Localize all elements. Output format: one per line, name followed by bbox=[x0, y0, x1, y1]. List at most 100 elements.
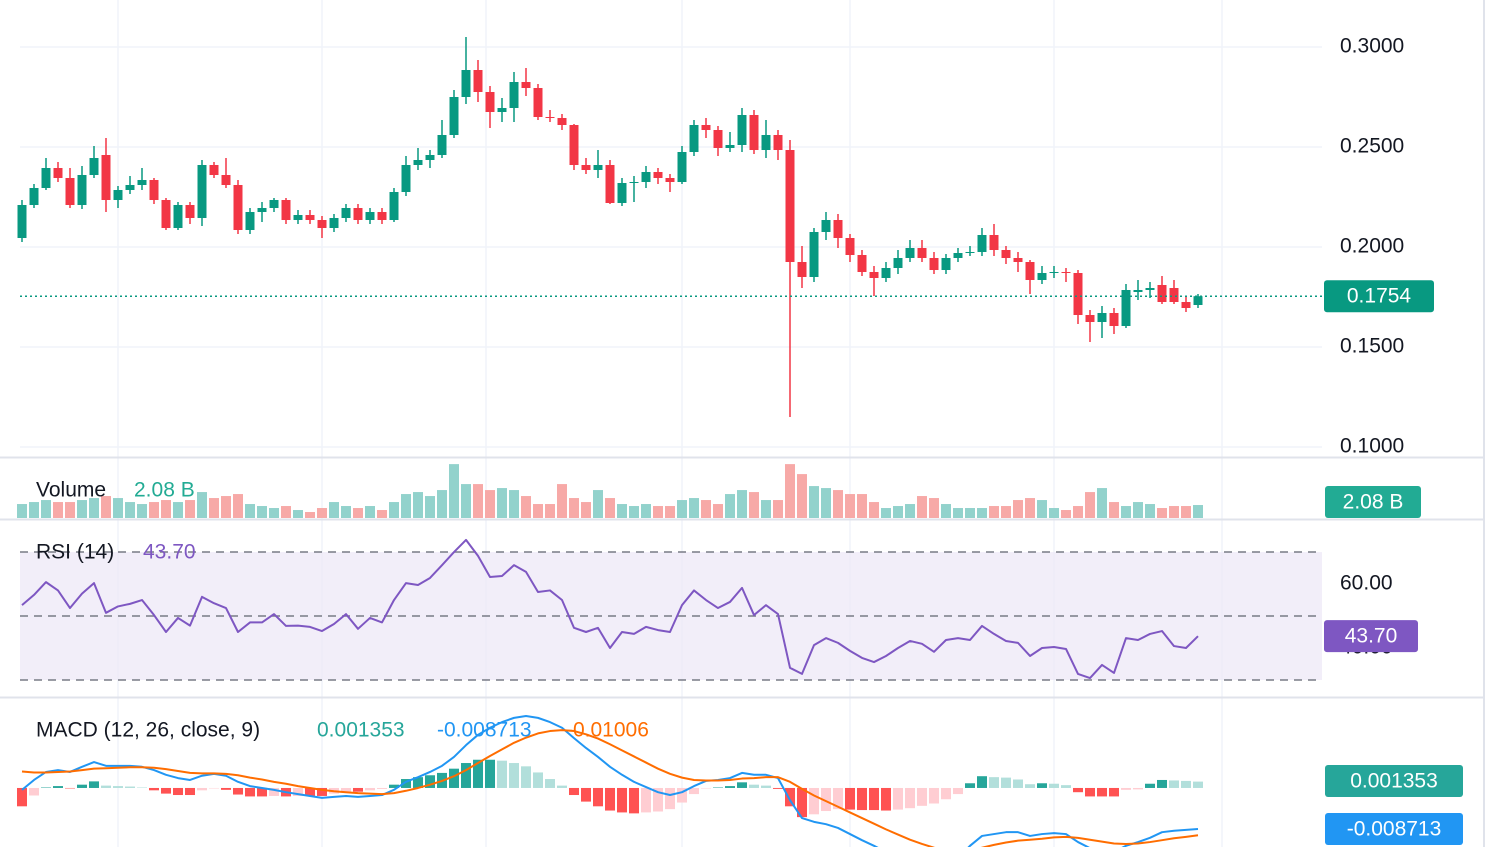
candle-body bbox=[329, 218, 339, 228]
candle-body bbox=[533, 88, 543, 117]
volume-bar bbox=[785, 464, 795, 518]
volume-bar bbox=[917, 496, 927, 518]
candle-body bbox=[377, 212, 387, 220]
histogram-bar bbox=[29, 787, 39, 796]
candle-body bbox=[845, 238, 855, 255]
y-tick-label: 0.3000 bbox=[1340, 35, 1404, 58]
candle-body bbox=[281, 200, 291, 220]
histogram-bar bbox=[1193, 781, 1203, 788]
histogram-bar bbox=[269, 787, 279, 796]
candle-body bbox=[821, 220, 831, 232]
volume-bar bbox=[149, 502, 159, 518]
candle-body bbox=[125, 185, 135, 190]
volume-bar bbox=[749, 492, 759, 518]
candle-body bbox=[1145, 288, 1155, 290]
histogram-bar bbox=[809, 787, 819, 815]
candle-body bbox=[149, 180, 159, 200]
candle-body bbox=[53, 168, 63, 178]
histogram-bar bbox=[785, 787, 795, 807]
volume-bar bbox=[617, 504, 627, 518]
candle-body bbox=[101, 155, 111, 200]
candle-body bbox=[185, 205, 195, 218]
rsi-pane bbox=[20, 538, 1322, 681]
histogram-bar bbox=[641, 787, 651, 813]
macd-pane bbox=[17, 714, 1203, 847]
candle-body bbox=[197, 165, 207, 218]
candle-body bbox=[1097, 313, 1107, 322]
volume-bar bbox=[821, 488, 831, 518]
volume-bar bbox=[1013, 500, 1023, 518]
volume-bar bbox=[797, 474, 807, 518]
histogram-bar bbox=[1181, 780, 1191, 788]
candle-body bbox=[569, 125, 579, 165]
histogram-bar bbox=[53, 786, 63, 788]
histogram-bar bbox=[1085, 787, 1095, 797]
histogram-bar bbox=[317, 787, 327, 796]
candle-body bbox=[161, 200, 171, 228]
candle-body bbox=[929, 258, 939, 270]
histogram-bar bbox=[581, 787, 591, 802]
histogram-bar bbox=[1157, 779, 1167, 788]
rsi-line bbox=[21, 538, 1199, 680]
candle-body bbox=[437, 135, 447, 155]
candle-body bbox=[1037, 273, 1047, 280]
volume-bar bbox=[929, 498, 939, 518]
volume-bar bbox=[869, 502, 879, 518]
candle-body bbox=[137, 180, 147, 185]
volume-bar bbox=[137, 504, 147, 518]
price-tag-label: -0.008713 bbox=[1347, 818, 1442, 841]
volume-bar bbox=[197, 492, 207, 518]
volume-bar bbox=[41, 500, 51, 518]
volume-bar bbox=[353, 508, 363, 518]
histogram-bar bbox=[161, 787, 171, 794]
candle-body bbox=[1001, 250, 1011, 258]
histogram-bar bbox=[605, 787, 615, 811]
candle-body bbox=[293, 215, 303, 220]
candle-body bbox=[641, 172, 651, 182]
volume-bar bbox=[497, 488, 507, 518]
candle-body bbox=[785, 150, 795, 262]
histogram-bar bbox=[509, 763, 519, 788]
volume-bar bbox=[1169, 506, 1179, 518]
histogram-bar bbox=[365, 787, 375, 791]
volume-bar bbox=[485, 490, 495, 518]
price-tag-label: 0.001353 bbox=[1350, 770, 1438, 793]
histogram-bar bbox=[1121, 787, 1131, 790]
price-tag bbox=[1324, 620, 1418, 653]
candle-body bbox=[617, 183, 627, 203]
volume-bar bbox=[317, 508, 327, 518]
pane-title: Volume bbox=[36, 479, 106, 502]
volume-bar bbox=[173, 502, 183, 518]
candle-body bbox=[581, 165, 591, 170]
candle-body bbox=[965, 252, 975, 253]
candle-body bbox=[1157, 285, 1167, 302]
candle-body bbox=[29, 188, 39, 205]
candle-body bbox=[1049, 272, 1059, 273]
candle-body bbox=[797, 262, 807, 277]
volume-bar bbox=[1121, 506, 1131, 518]
candle-body bbox=[833, 220, 843, 238]
histogram-bar bbox=[1013, 779, 1023, 788]
histogram-bar bbox=[77, 784, 87, 788]
candle-body bbox=[857, 255, 867, 272]
price-tag bbox=[1325, 486, 1421, 518]
volume-bar bbox=[461, 484, 471, 518]
y-tick-label: 60.00 bbox=[1340, 572, 1393, 595]
volume-bar bbox=[1085, 492, 1095, 518]
candle-body bbox=[593, 165, 603, 170]
histogram-bar bbox=[905, 787, 915, 809]
volume-bar bbox=[1109, 502, 1119, 518]
histogram-bar bbox=[233, 787, 243, 795]
candle-body bbox=[245, 212, 255, 230]
candle-body bbox=[545, 117, 555, 118]
histogram-bar bbox=[1097, 787, 1107, 797]
volume-bar bbox=[641, 504, 651, 518]
volume-bar bbox=[713, 504, 723, 518]
volume-bar bbox=[245, 504, 255, 518]
volume-bar bbox=[377, 510, 387, 518]
volume-bar bbox=[341, 506, 351, 518]
candle-body bbox=[269, 200, 279, 208]
volume-bar bbox=[689, 498, 699, 518]
histogram-bar bbox=[149, 787, 159, 791]
